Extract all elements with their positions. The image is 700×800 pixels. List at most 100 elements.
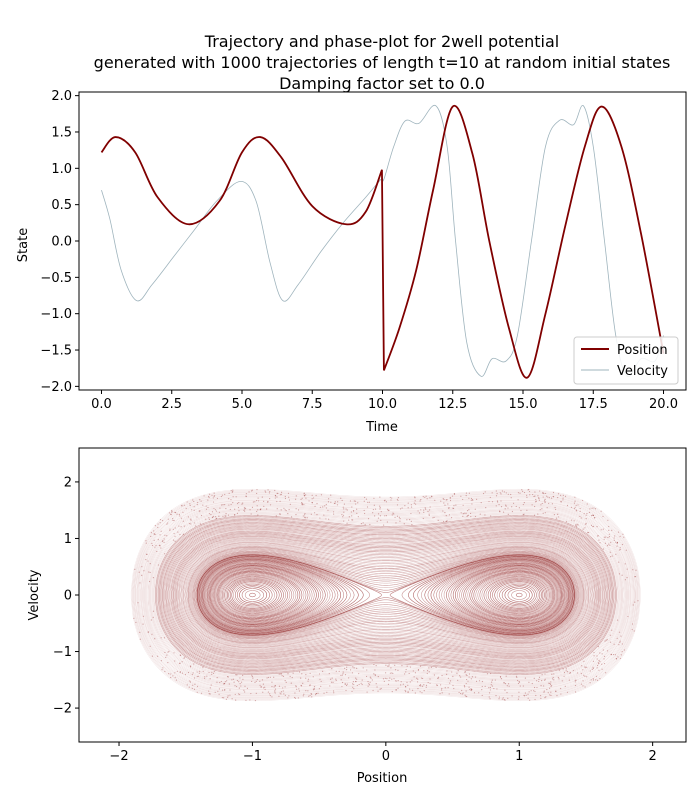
phase-point: [367, 518, 370, 520]
phase-point: [616, 541, 619, 544]
phase-point: [616, 542, 618, 544]
phase-point: [401, 665, 403, 667]
phase-point: [303, 493, 305, 495]
phase-point: [336, 504, 339, 506]
phase-point: [181, 672, 184, 674]
phase-point: [539, 694, 542, 697]
phase-point: [274, 495, 277, 497]
phase-point: [528, 691, 530, 693]
phase-point: [238, 681, 240, 683]
phase-point: [390, 499, 392, 501]
phase-point: [484, 491, 486, 493]
phase-point: [165, 656, 167, 659]
phase-orbit: [210, 565, 317, 625]
phase-point: [373, 673, 375, 675]
phase-point: [488, 692, 491, 694]
phase-point: [157, 564, 160, 566]
phase-point: [446, 499, 448, 501]
phase-point: [563, 671, 566, 674]
phase-point: [232, 489, 234, 491]
phase-point: [388, 679, 390, 682]
phase-point: [372, 508, 374, 511]
phase-point: [379, 506, 381, 509]
phase-point: [196, 671, 198, 673]
phase-point: [256, 492, 258, 495]
phase-point: [429, 506, 431, 508]
phase-orbit: [166, 526, 606, 664]
phase-point: [423, 509, 425, 511]
phase-point: [547, 692, 549, 694]
phase-point: [259, 509, 261, 511]
phase-point: [609, 641, 612, 643]
trajectory-x-tick-label: 12.5: [438, 397, 467, 412]
phase-point: [400, 684, 402, 686]
phase-point: [601, 668, 603, 670]
phase-point: [444, 512, 446, 514]
phase-point: [309, 684, 311, 686]
trajectory-x-tick-label: 5.0: [232, 397, 253, 412]
phase-point: [237, 693, 240, 695]
phase-point: [261, 679, 264, 681]
phase-point: [602, 528, 604, 530]
phase-point: [348, 519, 350, 521]
phase-point: [568, 679, 570, 681]
phase-point: [466, 674, 468, 677]
phase-point: [462, 504, 464, 506]
phase-point: [298, 688, 300, 690]
phase-orbit: [152, 512, 620, 678]
phase-orbit: [141, 500, 630, 690]
phase-point: [164, 553, 166, 555]
phase-orbit: [167, 527, 605, 663]
phase-point: [453, 687, 455, 690]
phase-point: [520, 510, 522, 512]
phase-point: [600, 510, 602, 512]
phase-point: [508, 685, 510, 687]
phase-point: [593, 517, 595, 519]
phase-point: [438, 676, 440, 678]
phase-point: [409, 519, 411, 521]
phase-point: [280, 673, 282, 675]
phase-point: [368, 501, 370, 503]
phase-point: [173, 652, 175, 654]
phase-point: [518, 680, 520, 683]
phase-point: [402, 683, 404, 685]
phase-point: [169, 529, 171, 532]
phase-point: [468, 686, 470, 688]
phase-point: [168, 673, 170, 675]
phase-point: [216, 681, 218, 683]
phase-point: [343, 508, 345, 510]
phase-point: [152, 577, 155, 579]
phase-point: [396, 680, 398, 682]
phase-point: [618, 561, 620, 563]
phase-orbit: [494, 581, 541, 609]
phase-point: [422, 517, 424, 520]
phase-orbit: [143, 502, 629, 688]
phase-point: [511, 506, 513, 508]
phase-point: [442, 498, 444, 500]
phase-point: [397, 687, 399, 689]
phase-point: [341, 685, 343, 688]
phase-orbit: [162, 522, 610, 668]
phase-point: [604, 640, 606, 642]
phase-point: [388, 664, 390, 666]
phase-point: [528, 488, 530, 491]
phase-point: [186, 501, 188, 503]
phase-point: [284, 495, 286, 498]
phase-point: [342, 671, 344, 673]
phase-point: [417, 510, 419, 512]
phase-point: [346, 683, 348, 685]
phase-orbit: [196, 554, 575, 636]
phase-point: [608, 543, 610, 545]
phase-orbit: [138, 497, 633, 693]
phase-point: [584, 686, 586, 688]
phase-point: [356, 684, 358, 687]
phase-point: [274, 497, 276, 499]
phase-point: [589, 670, 591, 672]
phase-point: [445, 515, 447, 517]
phase-point: [170, 513, 172, 515]
phase-point: [573, 520, 575, 522]
phase-orbit: [137, 495, 635, 695]
phase-point: [602, 548, 605, 550]
phase-point: [221, 494, 224, 496]
phase-point: [223, 683, 225, 685]
